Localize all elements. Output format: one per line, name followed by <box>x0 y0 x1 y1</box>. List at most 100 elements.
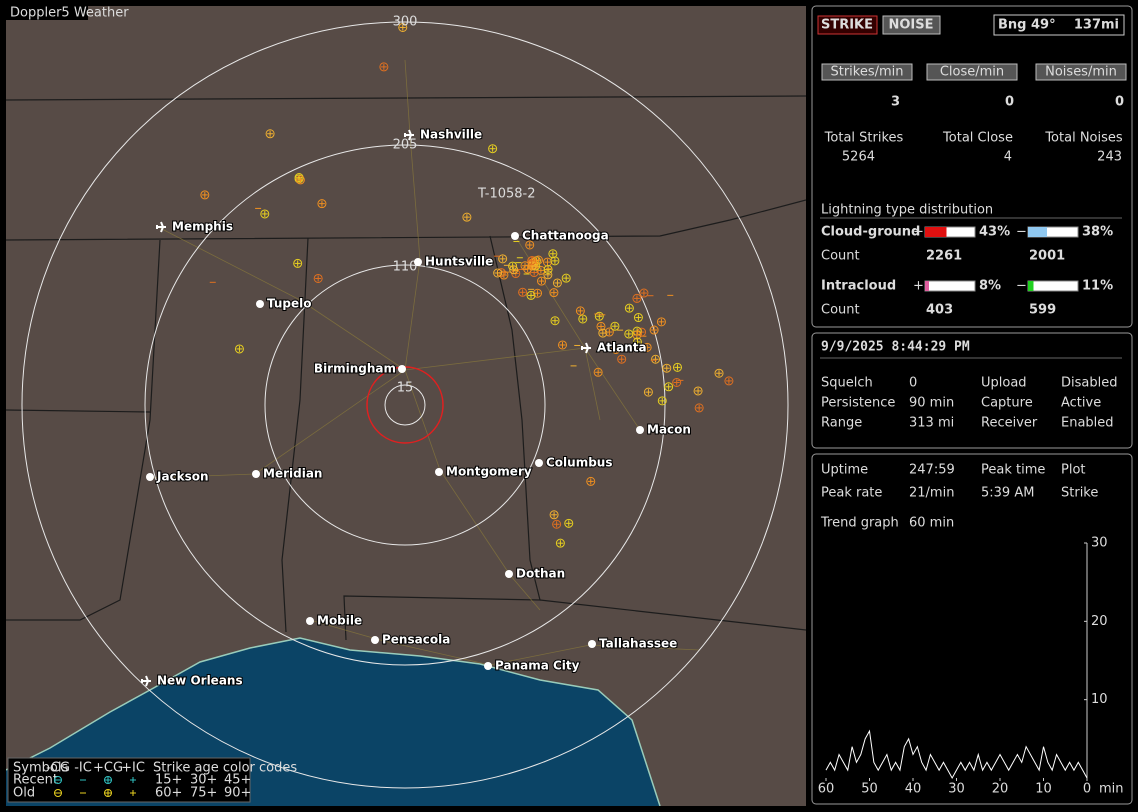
city-dot <box>414 258 422 266</box>
stat-text: 60 min <box>909 516 954 531</box>
stat-text: Strike <box>1061 486 1098 501</box>
total-label: Total Noises <box>1044 131 1123 146</box>
city-label: Pensacola <box>382 633 450 647</box>
city-label: Birmingham <box>314 362 396 376</box>
strike <box>294 173 304 183</box>
strike <box>643 387 653 397</box>
clock: 9/9/2025 8:44:29 PM <box>821 340 970 355</box>
city-label: Memphis <box>172 220 233 234</box>
legend-row: Recent <box>13 773 58 788</box>
y-tick-label: 10 <box>1091 692 1108 707</box>
airport-icon <box>141 675 151 687</box>
strike <box>552 278 562 288</box>
x-unit: min <box>1099 782 1124 797</box>
sign: + <box>913 225 924 240</box>
bar <box>1028 281 1034 291</box>
strike <box>533 255 543 265</box>
city-dot <box>588 640 596 648</box>
legend-symbol: -CG <box>46 761 70 776</box>
bar <box>1028 227 1047 237</box>
ring-label: 15 <box>397 381 414 396</box>
stat-text: Plot <box>1061 463 1086 478</box>
strike <box>611 344 621 354</box>
strike <box>549 510 559 520</box>
strike-button-label: STRIKE <box>821 18 873 33</box>
x-tick-label: 0 <box>1083 782 1091 797</box>
status-text: Upload <box>981 376 1027 391</box>
strike <box>523 264 533 274</box>
city-dot <box>256 300 264 308</box>
airport-icon <box>581 342 591 354</box>
percent: 38% <box>1082 225 1113 240</box>
legend-age: 90+ <box>224 786 251 801</box>
city-label: Mobile <box>317 614 362 628</box>
city-dot <box>484 662 492 670</box>
noise-button-label: NOISE <box>888 18 933 33</box>
rate-button[interactable] <box>821 63 913 81</box>
legend-icon <box>54 776 62 784</box>
bearing-box <box>993 14 1125 36</box>
strike <box>632 337 642 347</box>
strike <box>664 382 674 392</box>
legend-age: 45+ <box>224 773 251 788</box>
strike <box>527 256 537 266</box>
noise-button[interactable] <box>882 15 941 35</box>
status-text: 0 <box>909 376 917 391</box>
strike <box>493 268 503 278</box>
legend-symbol: -IC <box>74 761 92 776</box>
strike <box>533 288 543 298</box>
total-value: 243 <box>1097 150 1122 165</box>
strike <box>672 377 682 387</box>
rate-button[interactable] <box>926 63 1018 81</box>
strike <box>293 258 303 268</box>
strike <box>642 342 652 352</box>
rate-value: 0 <box>1005 95 1014 110</box>
city-label: Panama City <box>495 659 580 673</box>
legend-label: Strike age color codes <box>153 761 297 776</box>
airport-icon <box>156 221 166 233</box>
airport-icon <box>404 129 414 141</box>
total-label: Total Strikes <box>824 131 904 146</box>
y-tick-label: 20 <box>1091 614 1108 629</box>
status-text: Range <box>821 416 862 431</box>
rate-button[interactable] <box>1035 63 1127 81</box>
ring-label: 300 <box>393 15 418 30</box>
city-dot <box>435 468 443 476</box>
rate-value: 3 <box>891 95 900 110</box>
legend-age: 60+ <box>155 786 182 801</box>
city-label: Chattanooga <box>522 229 609 243</box>
city-label: Huntsville <box>425 255 493 269</box>
ring-label: 205 <box>393 138 418 153</box>
city-dot <box>636 426 644 434</box>
sign: − <box>1016 279 1027 294</box>
percent: 43% <box>979 225 1010 240</box>
ring-label: 110 <box>393 260 418 275</box>
strike <box>543 264 553 274</box>
strike <box>260 209 270 219</box>
strike <box>200 190 210 200</box>
type-name: Cloud-ground <box>821 225 920 240</box>
strike <box>662 363 672 373</box>
strike <box>527 261 537 271</box>
count: 599 <box>1029 303 1056 318</box>
legend-symbol: +CG <box>93 761 123 776</box>
city-dot <box>535 459 543 467</box>
strike-button[interactable] <box>817 15 878 35</box>
strike <box>564 518 574 528</box>
bearing-label: Bng 49° <box>998 18 1056 33</box>
rate-label: Noises/min <box>1045 65 1117 80</box>
strike <box>694 403 704 413</box>
city-label: Nashville <box>420 128 482 142</box>
strike <box>462 212 472 222</box>
x-tick-label: 40 <box>905 782 922 797</box>
count: 2001 <box>1029 249 1065 264</box>
map <box>6 6 806 806</box>
strike <box>265 129 275 139</box>
status-text: Capture <box>981 396 1033 411</box>
city-label: Dothan <box>516 567 565 581</box>
count-label: Count <box>821 249 860 264</box>
strike <box>657 396 667 406</box>
stat-text: Trend graph <box>820 516 899 531</box>
stat-text: 5:39 AM <box>981 486 1034 501</box>
